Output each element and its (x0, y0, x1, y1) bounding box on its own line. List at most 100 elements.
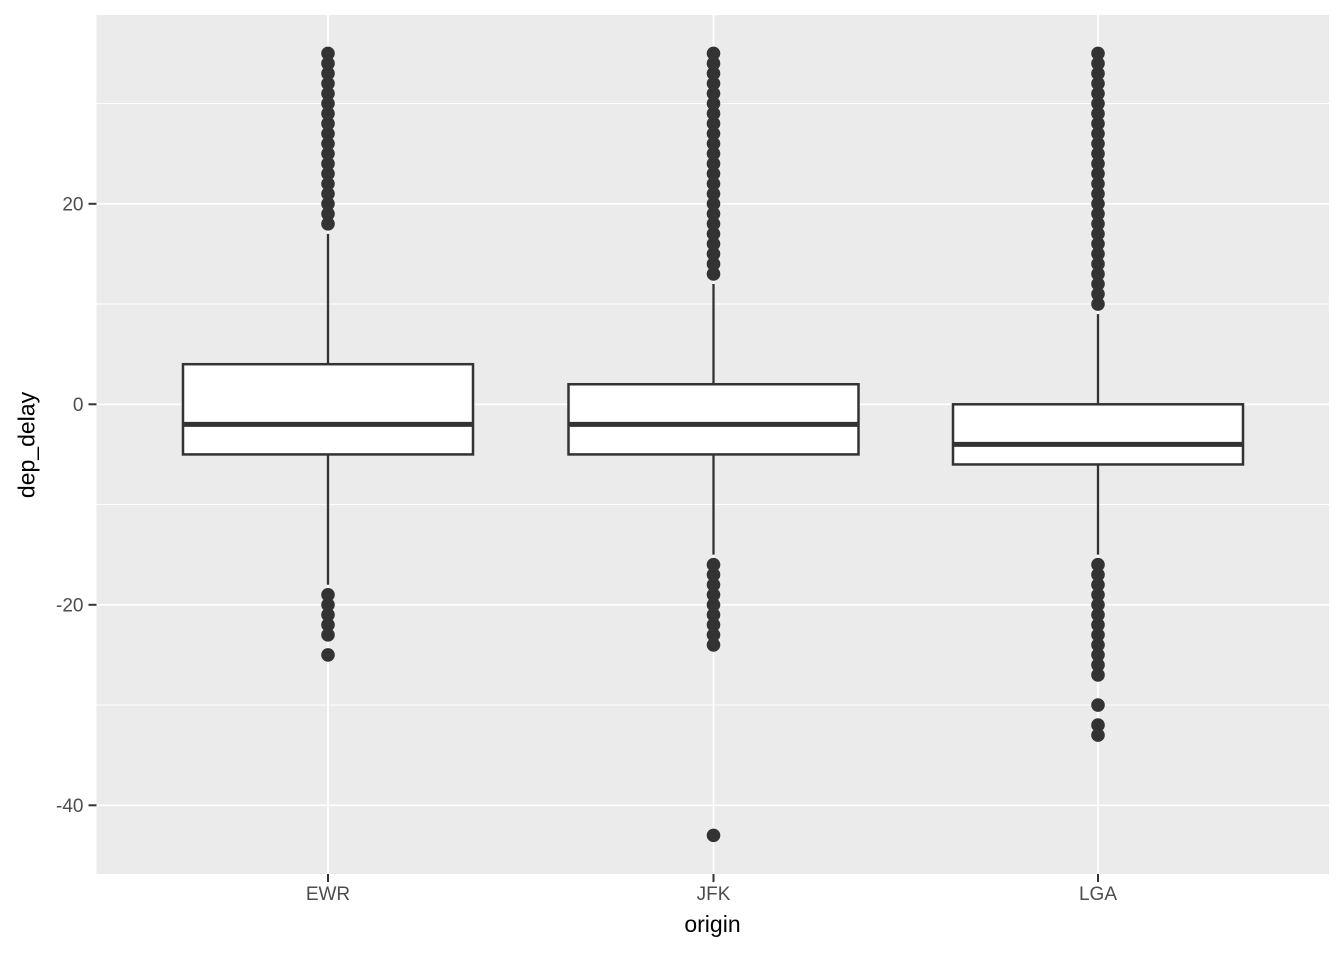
outlier-dot (321, 176, 335, 191)
outlier-dot (706, 116, 721, 131)
x-axis-title: origin (684, 911, 741, 937)
outlier-dot (706, 587, 721, 602)
outlier-dot (706, 76, 721, 91)
outlier-dot (706, 136, 721, 151)
outlier-dot (321, 186, 335, 201)
outlier-dot (1091, 648, 1105, 662)
outlier-dot (706, 257, 721, 271)
outlier-dot (1091, 257, 1105, 271)
iqr-box (181, 362, 475, 456)
outlier-dot (1091, 227, 1105, 241)
outlier-dot (321, 106, 335, 121)
outlier-dot (1091, 136, 1105, 151)
outlier-dot (1091, 126, 1105, 141)
outlier-dot (1091, 628, 1105, 642)
outlier-dot (1091, 668, 1105, 682)
outlier-dot (1091, 207, 1105, 221)
iqr-box (567, 383, 860, 456)
outlier-dot (321, 126, 335, 141)
outlier-dot (706, 66, 721, 81)
boxplot-ewr (181, 46, 475, 662)
outlier-dot (706, 106, 721, 121)
outlier-dot (321, 598, 335, 612)
outlier-dot (321, 156, 335, 171)
y-axis-title: dep_delay (13, 391, 40, 499)
iqr-box (951, 403, 1245, 466)
outlier-dot (1091, 217, 1105, 231)
outlier-dot (706, 227, 721, 241)
boxplot-jfk (567, 46, 860, 843)
outlier-dot (321, 136, 335, 151)
outlier-dot (321, 608, 335, 622)
outlier-dot (1091, 176, 1105, 191)
outlier-dot (1091, 96, 1105, 111)
outlier-dot (706, 146, 721, 161)
outlier-dot (1091, 46, 1105, 61)
outlier-dot (1091, 297, 1105, 311)
outlier-dot (706, 267, 721, 281)
boxplot-lga (951, 46, 1245, 742)
outlier-dot (706, 237, 721, 251)
outlier-dot (321, 648, 335, 662)
outlier-dot (321, 116, 335, 131)
outlier-dot (706, 567, 721, 582)
outlier-dot (1091, 638, 1105, 652)
outlier-dot (706, 557, 721, 572)
outlier-dot (1091, 66, 1105, 81)
outlier-dot (706, 96, 721, 111)
outlier-dot (706, 46, 721, 61)
outlier-dot (1091, 197, 1105, 211)
x-tick-label: EWR (306, 884, 350, 905)
outlier-dot (321, 56, 335, 71)
outlier-dot (1091, 608, 1105, 622)
x-tick-label: JFK (697, 884, 731, 905)
outlier-dot (1091, 728, 1105, 742)
outlier-dot (1091, 76, 1105, 91)
outlier-dot (1091, 277, 1105, 291)
outlier-dot (1091, 587, 1105, 602)
outlier-dot (321, 207, 335, 221)
x-tick-label: LGA (1079, 884, 1117, 905)
outlier-dot (1091, 718, 1105, 732)
outlier-dot (1091, 86, 1105, 101)
outlier-dot (321, 217, 335, 231)
outlier-dot (706, 628, 721, 642)
outlier-dot (706, 217, 721, 231)
outlier-dot (706, 207, 721, 221)
outlier-dot (321, 76, 335, 91)
outlier-dot (706, 608, 721, 622)
outlier-dot (1091, 116, 1105, 131)
outlier-dot (321, 86, 335, 101)
outlier-dot (706, 126, 721, 141)
outlier-dot (706, 86, 721, 101)
outlier-dot (321, 197, 335, 211)
outlier-dot (321, 166, 335, 181)
outlier-dot (321, 618, 335, 632)
outlier-dot (1091, 618, 1105, 632)
y-tick-label: -20 (56, 595, 83, 616)
y-tick-label: -40 (56, 796, 83, 817)
outlier-dot (1091, 287, 1105, 301)
outlier-dot (1091, 598, 1105, 612)
outlier-dot (321, 96, 335, 111)
outlier-dot (1091, 56, 1105, 71)
outlier-dot (1091, 658, 1105, 672)
outlier-dot (321, 587, 335, 602)
outlier-dot (1091, 186, 1105, 201)
outlier-dot (1091, 106, 1105, 121)
outlier-dot (1091, 166, 1105, 181)
outlier-dot (706, 618, 721, 632)
outlier-dot (1091, 267, 1105, 281)
outlier-dot (706, 176, 721, 191)
outlier-dot (706, 156, 721, 171)
y-tick-label: 20 (62, 194, 83, 215)
outlier-dot (1091, 557, 1105, 572)
outlier-dot (706, 166, 721, 181)
y-tick-label: 0 (73, 395, 84, 416)
outlier-dot (321, 628, 335, 642)
outlier-dot (706, 577, 721, 592)
outlier-dot (321, 46, 335, 61)
outlier-dot (321, 146, 335, 161)
